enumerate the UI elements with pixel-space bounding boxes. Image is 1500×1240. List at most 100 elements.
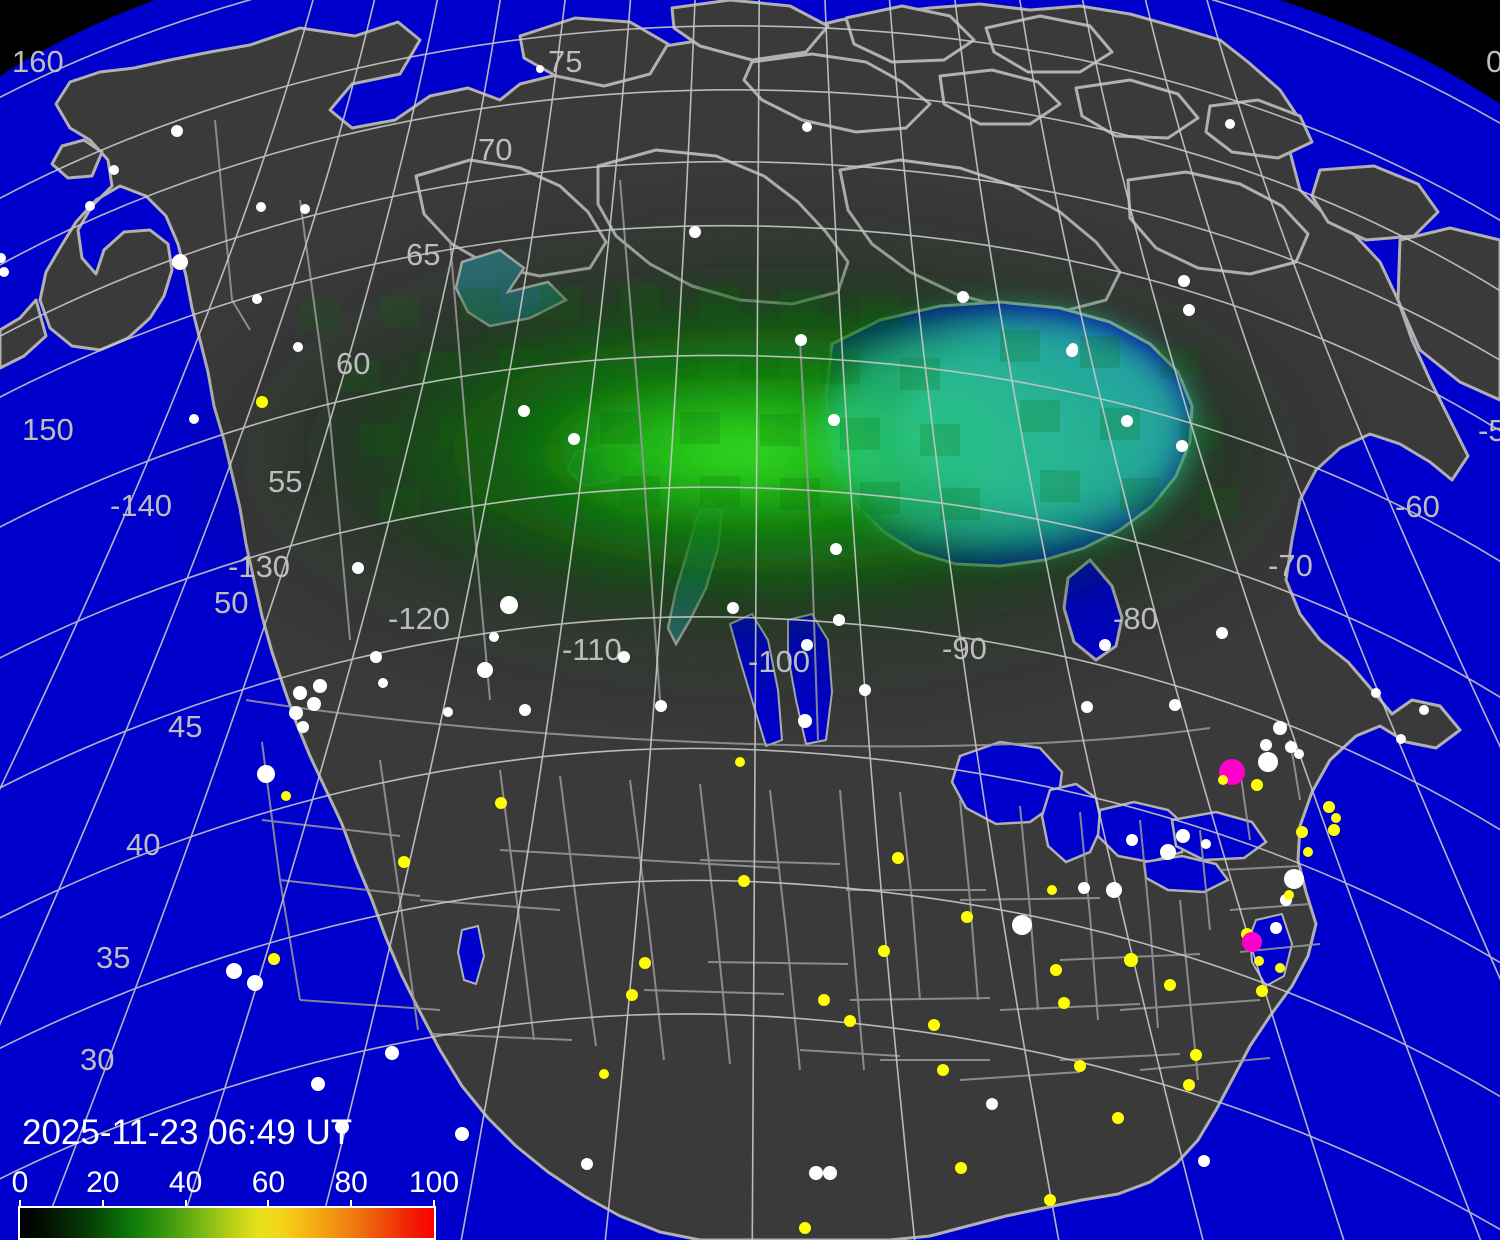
station-marker-yellow[interactable] [799,1222,811,1234]
station-marker-yellow[interactable] [256,396,268,408]
station-marker-white[interactable] [519,704,531,716]
station-marker-white[interactable] [256,202,266,212]
station-marker-yellow[interactable] [1044,1194,1056,1206]
station-marker-white[interactable] [809,1166,823,1180]
station-marker-white[interactable] [518,405,530,417]
station-marker-yellow[interactable] [1303,847,1313,857]
station-marker-white[interactable] [293,342,303,352]
station-marker-yellow[interactable] [937,1064,949,1076]
station-marker-white[interactable] [1216,627,1228,639]
station-marker-white[interactable] [297,721,309,733]
station-marker-white[interactable] [1371,688,1381,698]
station-marker-white[interactable] [311,1077,325,1091]
station-marker-white[interactable] [109,165,119,175]
station-marker-white[interactable] [1169,699,1181,711]
station-marker-white[interactable] [823,1166,837,1180]
station-marker-white[interactable] [1068,343,1078,353]
station-marker-yellow[interactable] [1331,813,1341,823]
station-dots[interactable] [0,65,1429,1234]
station-marker-yellow[interactable] [1296,826,1308,838]
station-marker-yellow[interactable] [1183,1079,1195,1091]
station-marker-white[interactable] [1081,701,1093,713]
station-marker-white[interactable] [189,414,199,424]
station-marker-yellow[interactable] [1074,1060,1086,1072]
station-marker-white[interactable] [1078,882,1090,894]
station-marker-magenta[interactable] [1242,932,1262,952]
station-marker-white[interactable] [1294,749,1304,759]
station-marker-yellow[interactable] [1275,963,1285,973]
station-marker-yellow[interactable] [599,1069,609,1079]
station-marker-white[interactable] [171,125,183,137]
station-marker-white[interactable] [1284,869,1304,889]
station-marker-white[interactable] [1012,915,1032,935]
station-marker-white[interactable] [0,267,9,277]
station-marker-yellow[interactable] [639,957,651,969]
station-marker-yellow[interactable] [626,989,638,1001]
station-marker-white[interactable] [1258,752,1278,772]
station-marker-yellow[interactable] [268,953,280,965]
station-marker-white[interactable] [1176,829,1190,843]
station-marker-white[interactable] [828,414,840,426]
station-marker-white[interactable] [568,433,580,445]
station-marker-white[interactable] [655,700,667,712]
station-marker-white[interactable] [859,684,871,696]
station-marker-white[interactable] [226,963,242,979]
station-marker-white[interactable] [172,254,188,270]
station-marker-yellow[interactable] [892,852,904,864]
station-marker-white[interactable] [830,543,842,555]
station-marker-white[interactable] [300,204,310,214]
station-marker-white[interactable] [1198,1155,1210,1167]
station-marker-white[interactable] [536,65,544,73]
station-marker-yellow[interactable] [955,1162,967,1174]
station-marker-yellow[interactable] [844,1015,856,1027]
station-marker-white[interactable] [1176,440,1188,452]
station-marker-white[interactable] [689,226,701,238]
station-marker-white[interactable] [802,122,812,132]
station-marker-yellow[interactable] [735,757,745,767]
station-marker-white[interactable] [833,614,845,626]
station-marker-white[interactable] [801,639,813,651]
station-marker-yellow[interactable] [1058,997,1070,1009]
station-marker-white[interactable] [1273,721,1287,735]
station-marker-yellow[interactable] [1190,1049,1202,1061]
station-marker-white[interactable] [313,679,327,693]
station-marker-white[interactable] [307,697,321,711]
station-marker-yellow[interactable] [961,911,973,923]
station-marker-white[interactable] [1106,882,1122,898]
station-marker-yellow[interactable] [1124,953,1138,967]
station-marker-white[interactable] [1121,415,1133,427]
station-marker-white[interactable] [795,334,807,346]
station-marker-yellow[interactable] [878,945,890,957]
station-marker-yellow[interactable] [1047,885,1057,895]
station-marker-yellow[interactable] [398,856,410,868]
station-marker-yellow[interactable] [928,1019,940,1031]
station-marker-yellow[interactable] [1256,985,1268,997]
station-marker-yellow[interactable] [495,797,507,809]
station-marker-white[interactable] [489,632,499,642]
station-marker-white[interactable] [1270,922,1282,934]
station-marker-white[interactable] [370,651,382,663]
station-marker-white[interactable] [1178,275,1190,287]
station-marker-yellow[interactable] [818,994,830,1006]
station-marker-white[interactable] [1201,839,1211,849]
station-marker-white[interactable] [1419,705,1429,715]
station-marker-white[interactable] [335,1120,349,1134]
station-marker-yellow[interactable] [1323,801,1335,813]
station-marker-yellow[interactable] [1164,979,1176,991]
station-marker-white[interactable] [293,686,307,700]
station-marker-white[interactable] [247,975,263,991]
station-marker-yellow[interactable] [1112,1112,1124,1124]
station-marker-yellow[interactable] [1284,890,1294,900]
station-marker-yellow[interactable] [1218,775,1228,785]
station-marker-white[interactable] [257,765,275,783]
station-marker-white[interactable] [477,662,493,678]
station-marker-white[interactable] [727,602,739,614]
station-marker-white[interactable] [1126,834,1138,846]
station-marker-white[interactable] [798,714,812,728]
station-marker-white[interactable] [385,1046,399,1060]
station-marker-white[interactable] [289,706,303,720]
station-marker-white[interactable] [1225,119,1235,129]
station-marker-white[interactable] [581,1158,593,1170]
station-marker-white[interactable] [1099,639,1111,651]
